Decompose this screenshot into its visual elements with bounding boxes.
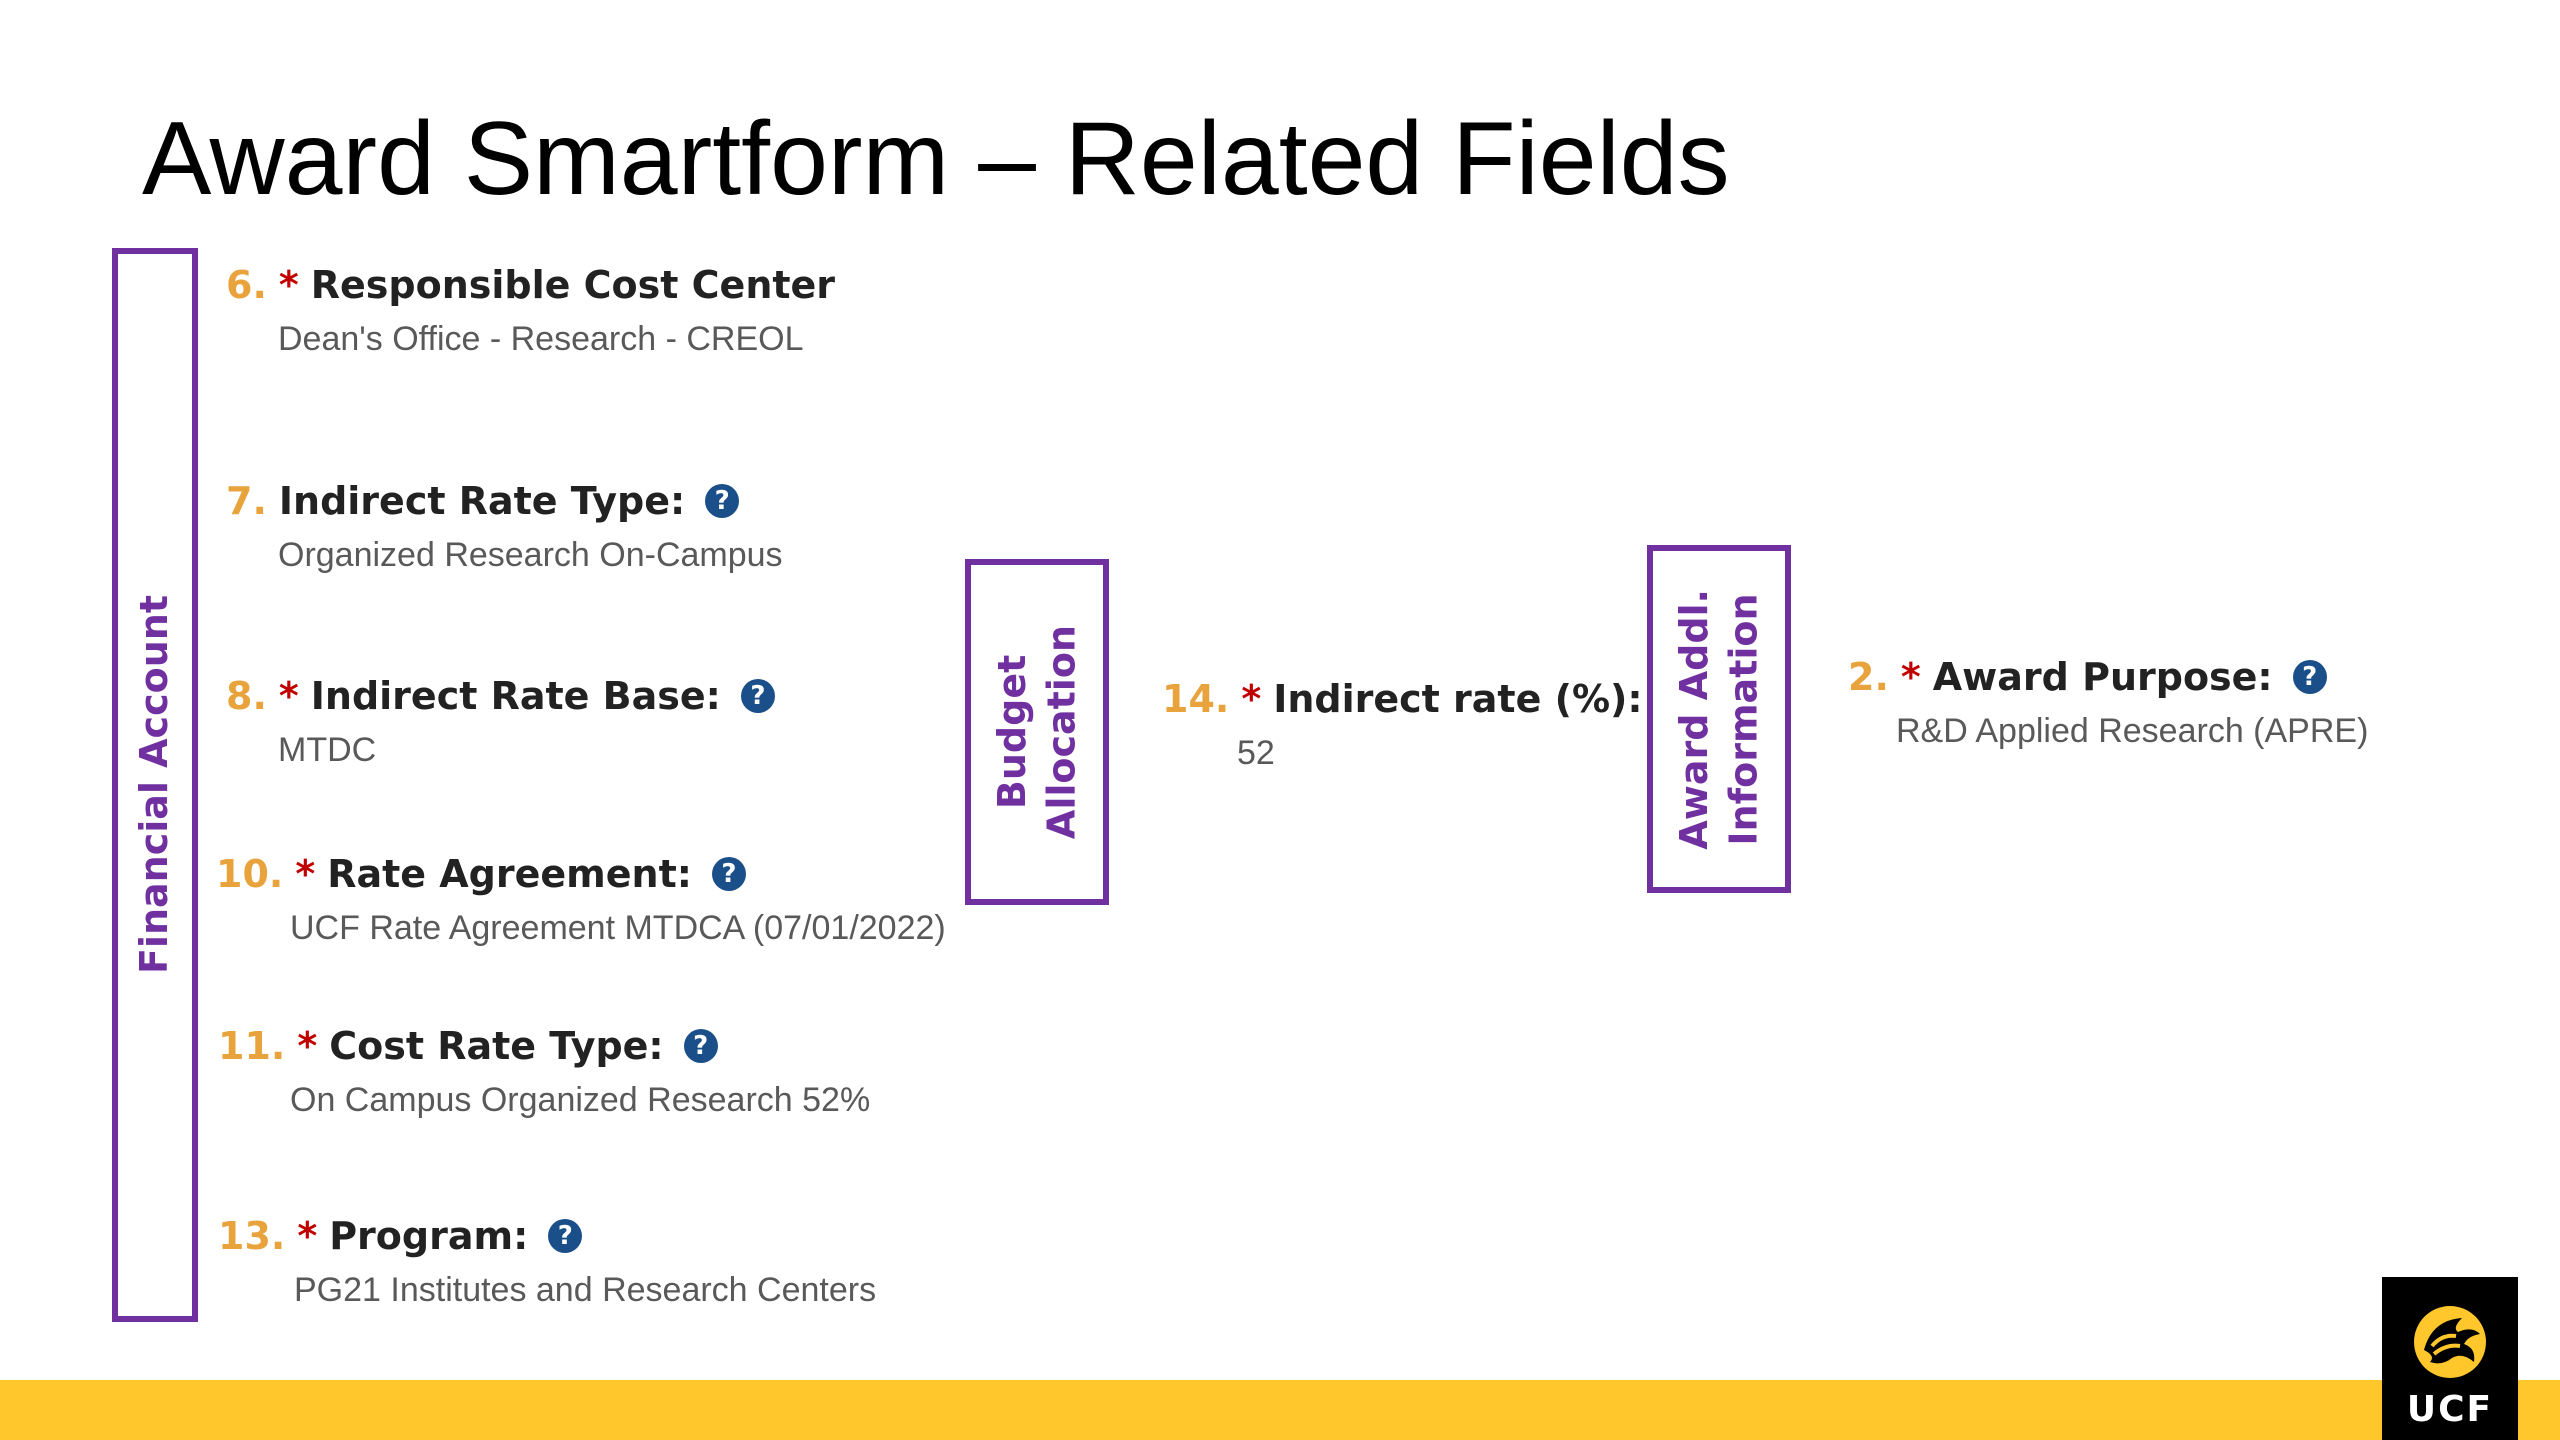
logo-text: UCF	[2406, 1389, 2494, 1430]
rate-agreement-field: 10. * Rate Agreement: ? UCF Rate Agreeme…	[216, 855, 946, 945]
required-mark: *	[297, 1214, 318, 1258]
indirect-rate-type-value: Organized Research On-Campus	[278, 536, 783, 574]
required-mark: *	[278, 263, 299, 307]
program-value: PG21 Institutes and Research Centers	[294, 1271, 877, 1309]
indirect-rate-type-label: Indirect Rate Type:	[278, 479, 686, 523]
indirect-rate-type-field: 7. Indirect Rate Type: ? Organized Resea…	[226, 482, 783, 572]
responsible-cost-center-label: Responsible Cost Center	[310, 263, 836, 307]
program-field: 13. * Program: ? PG21 Institutes and Res…	[218, 1217, 876, 1307]
responsible-cost-center-value: Dean's Office - Research - CREOL	[278, 320, 804, 358]
required-mark: *	[1900, 655, 1921, 699]
field-number: 2.	[1848, 655, 1889, 699]
budget-allocation-label: Budget Allocation	[989, 624, 1083, 840]
required-mark: *	[278, 674, 299, 718]
award-addl-information-section: Award Addl. Information	[1647, 545, 1791, 893]
indirect-rate-percent-field: 14. * Indirect rate (%): 52	[1162, 680, 1643, 770]
required-mark: *	[297, 1024, 318, 1068]
indirect-rate-percent-value: 52	[1237, 734, 1275, 772]
field-number: 8.	[226, 674, 267, 718]
award-purpose-field: 2. * Award Purpose: ? R&D Applied Resear…	[1848, 658, 2368, 748]
help-icon[interactable]: ?	[683, 1029, 718, 1063]
required-mark: *	[295, 852, 316, 896]
field-number: 11.	[218, 1024, 286, 1068]
field-number: 14.	[1162, 677, 1230, 721]
pegasus-logo-icon	[2414, 1306, 2486, 1378]
financial-account-label: Financial Account	[132, 595, 177, 975]
award-purpose-label: Award Purpose:	[1932, 655, 2273, 699]
field-number: 10.	[216, 852, 284, 896]
field-number: 7.	[226, 479, 267, 523]
award-addl-information-label: Award Addl. Information	[1671, 588, 1765, 850]
help-icon[interactable]: ?	[705, 484, 740, 518]
rate-agreement-value: UCF Rate Agreement MTDCA (07/01/2022)	[290, 909, 946, 947]
help-icon[interactable]: ?	[2292, 660, 2327, 694]
slide-title: Award Smartform – Related Fields	[142, 101, 1730, 217]
help-icon[interactable]: ?	[740, 679, 775, 713]
cost-rate-type-label: Cost Rate Type:	[329, 1024, 664, 1068]
indirect-rate-base-label: Indirect Rate Base:	[310, 674, 721, 718]
field-number: 13.	[218, 1214, 286, 1258]
budget-allocation-section: Budget Allocation	[965, 559, 1109, 905]
cost-rate-type-value: On Campus Organized Research 52%	[290, 1081, 871, 1119]
rate-agreement-label: Rate Agreement:	[327, 852, 692, 896]
help-icon[interactable]: ?	[548, 1219, 583, 1253]
program-label: Program:	[329, 1214, 529, 1258]
footer-bar	[0, 1380, 2560, 1440]
cost-rate-type-field: 11. * Cost Rate Type: ? On Campus Organi…	[218, 1027, 870, 1117]
help-icon[interactable]: ?	[711, 857, 746, 891]
financial-account-section: Financial Account	[112, 248, 198, 1322]
responsible-cost-center-field: 6. * Responsible Cost Center Dean's Offi…	[226, 266, 835, 356]
required-mark: *	[1241, 677, 1262, 721]
indirect-rate-base-value: MTDC	[278, 731, 377, 769]
ucf-logo: UCF	[2382, 1277, 2518, 1440]
indirect-rate-percent-label: Indirect rate (%):	[1273, 677, 1643, 721]
indirect-rate-base-field: 8. * Indirect Rate Base: ? MTDC	[226, 677, 775, 767]
field-number: 6.	[226, 263, 267, 307]
award-purpose-value: R&D Applied Research (APRE)	[1896, 712, 2369, 750]
